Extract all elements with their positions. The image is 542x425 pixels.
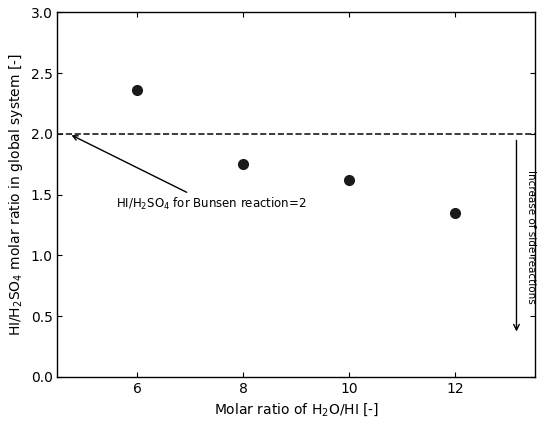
Point xyxy=(133,87,141,94)
Point xyxy=(239,161,248,168)
X-axis label: Molar ratio of H$_2$O/HI [-]: Molar ratio of H$_2$O/HI [-] xyxy=(214,401,379,418)
Point xyxy=(345,177,353,184)
Text: HI/H$_2$SO$_4$ for Bunsen reaction=2: HI/H$_2$SO$_4$ for Bunsen reaction=2 xyxy=(73,136,306,212)
Point xyxy=(451,210,460,216)
Y-axis label: HI/H$_2$SO$_4$ molar ratio in global system [-]: HI/H$_2$SO$_4$ molar ratio in global sys… xyxy=(7,53,25,336)
Text: Increase of side reactions: Increase of side reactions xyxy=(526,170,536,304)
